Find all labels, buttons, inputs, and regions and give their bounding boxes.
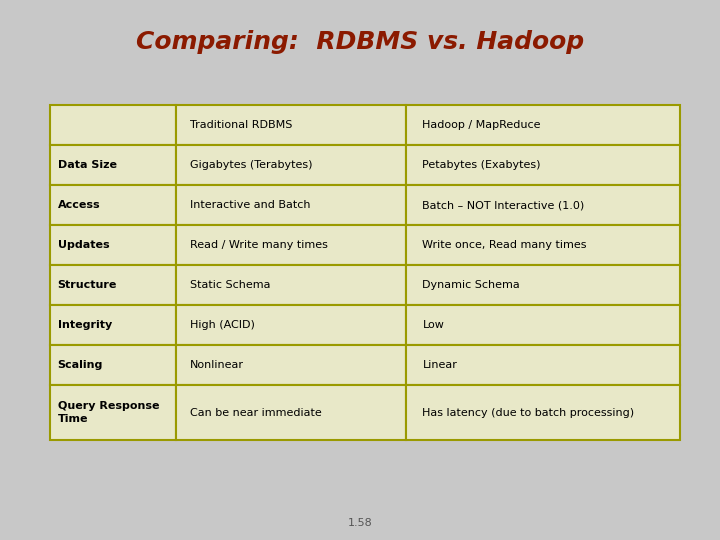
Text: Access: Access — [58, 200, 100, 210]
Text: 1.58: 1.58 — [348, 518, 372, 528]
Text: Scaling: Scaling — [58, 360, 103, 370]
Text: Gigabytes (Terabytes): Gigabytes (Terabytes) — [190, 160, 312, 170]
Text: Comparing:  RDBMS vs. Hadoop: Comparing: RDBMS vs. Hadoop — [136, 30, 584, 54]
Bar — [406, 225, 680, 265]
Text: Updates: Updates — [58, 240, 109, 250]
Text: Linear: Linear — [423, 360, 457, 370]
Bar — [406, 105, 680, 145]
Text: Query Response
Time: Query Response Time — [58, 401, 159, 424]
Bar — [50, 385, 176, 440]
Bar — [50, 265, 176, 305]
Text: Read / Write many times: Read / Write many times — [190, 240, 328, 250]
Bar — [176, 145, 406, 185]
Text: High (ACID): High (ACID) — [190, 320, 255, 330]
Text: Traditional RDBMS: Traditional RDBMS — [190, 120, 292, 130]
Bar — [50, 225, 176, 265]
Text: Static Schema: Static Schema — [190, 280, 270, 290]
Bar — [176, 385, 406, 440]
Bar — [176, 305, 406, 345]
Text: Batch – NOT Interactive (1.0): Batch – NOT Interactive (1.0) — [423, 200, 585, 210]
Text: Structure: Structure — [58, 280, 117, 290]
Bar — [176, 225, 406, 265]
Bar — [50, 305, 176, 345]
Text: Can be near immediate: Can be near immediate — [190, 408, 322, 417]
Text: Petabytes (Exabytes): Petabytes (Exabytes) — [423, 160, 541, 170]
Bar — [176, 185, 406, 225]
Text: Interactive and Batch: Interactive and Batch — [190, 200, 310, 210]
Bar — [50, 185, 176, 225]
Bar — [406, 305, 680, 345]
Bar — [406, 185, 680, 225]
Bar — [176, 345, 406, 385]
Bar — [406, 345, 680, 385]
Bar — [50, 345, 176, 385]
Text: Nonlinear: Nonlinear — [190, 360, 244, 370]
Bar — [406, 145, 680, 185]
Text: Write once, Read many times: Write once, Read many times — [423, 240, 587, 250]
Bar — [176, 105, 406, 145]
Bar — [406, 265, 680, 305]
Bar — [50, 105, 176, 145]
Bar — [406, 385, 680, 440]
Text: Data Size: Data Size — [58, 160, 117, 170]
Bar — [176, 265, 406, 305]
Text: Integrity: Integrity — [58, 320, 112, 330]
Text: Has latency (due to batch processing): Has latency (due to batch processing) — [423, 408, 634, 417]
Text: Dynamic Schema: Dynamic Schema — [423, 280, 520, 290]
Text: Hadoop / MapReduce: Hadoop / MapReduce — [423, 120, 541, 130]
Text: Low: Low — [423, 320, 444, 330]
Bar — [50, 145, 176, 185]
